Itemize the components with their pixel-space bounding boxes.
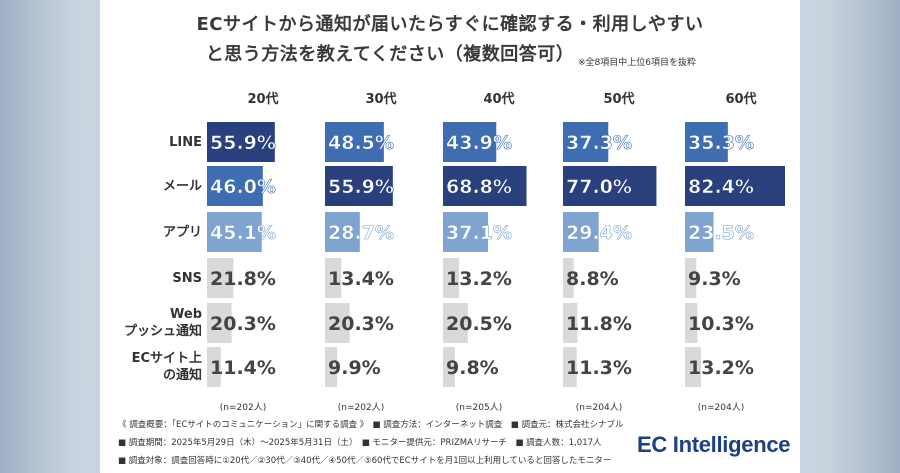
value-label: 11.3% (566, 357, 632, 379)
bar-chart: 55.9% 46.0% 45.1% 21.8% 20.3% 11.4% 48.5% 55.9%… (207, 122, 785, 387)
bar (563, 258, 574, 298)
category-label-line: Web (170, 307, 202, 322)
value-label: 9.3% (688, 268, 741, 290)
bar (207, 303, 232, 343)
category-label-1: LINE (102, 134, 202, 151)
value-label: 82.4% (688, 176, 754, 198)
sample-size-label: (n=202人) (219, 403, 267, 413)
sample-size-label: (n=204人) (697, 403, 745, 413)
chart-title-line1: ECサイトから通知が届いたらすぐに確認する・利用しやすい (196, 14, 704, 35)
chart-note: ※全8項目中上位6項目を抜粋 (578, 58, 696, 68)
value-label: 48.5% (328, 132, 394, 154)
value-label: 37.1% (446, 222, 512, 244)
value-label: 20.3% (328, 313, 394, 335)
panel-label-4: 50代 (603, 92, 635, 107)
value-label: 45.1% (210, 222, 276, 244)
value-label: 9.9% (328, 357, 381, 379)
value-label: 13.2% (446, 268, 512, 290)
value-label: 20.3% (210, 313, 276, 335)
value-label: 28.7% (328, 222, 394, 244)
category-label-line: ECサイト上 (131, 351, 202, 366)
bar (685, 303, 698, 343)
bar (563, 347, 577, 387)
chart-title-line2: と思う方法を教えてください（複数回答可） (205, 44, 575, 65)
value-label: 46.0% (210, 176, 276, 198)
bar (563, 122, 609, 162)
sample-size-label: (n=202人) (337, 403, 385, 413)
value-label: 37.3% (566, 132, 632, 154)
value-label: 23.5% (688, 222, 754, 244)
footer-line3: ■ 調査対象：調査回答時に①20代／②30代／③40代／④50代／⑤60代でEC… (118, 456, 612, 466)
bar (207, 258, 234, 298)
sample-size-label: (n=204人) (575, 403, 623, 413)
bar (207, 122, 275, 162)
bar (685, 212, 714, 252)
value-label: 13.4% (328, 268, 394, 290)
category-label-6: ECサイト上の通知 (102, 350, 202, 384)
value-label: 10.3% (688, 313, 754, 335)
panel-label-1: 20代 (247, 92, 279, 107)
bar (443, 212, 489, 252)
category-label-line: LINE (169, 134, 202, 150)
value-label: 11.4% (210, 357, 276, 379)
category-label-line: アプリ (162, 224, 202, 240)
value-label: 35.3% (688, 132, 754, 154)
chart-card: ECサイトから通知が届いたらすぐに確認する・利用しやすい と思う方法を教えてくだ… (100, 0, 800, 473)
value-label: 9.8% (446, 357, 499, 379)
category-label-2: メール (102, 178, 202, 195)
category-label-line: SNS (172, 270, 202, 286)
value-label: 13.2% (688, 357, 754, 379)
value-label: 77.0% (566, 176, 632, 198)
bar (325, 303, 350, 343)
panel-label-3: 40代 (483, 92, 515, 107)
bar (563, 303, 578, 343)
bar (685, 122, 728, 162)
bar (443, 166, 527, 206)
category-label-line: プッシュ通知 (123, 324, 202, 339)
bar (207, 347, 221, 387)
value-label: 20.5% (446, 313, 512, 335)
bar (325, 212, 360, 252)
bar (443, 303, 468, 343)
value-label: 55.9% (328, 176, 394, 198)
bar (443, 258, 460, 298)
footer-line2: ■ 調査期間：2025年5月29日（木）〜2025年5月31日（土） ■ モニタ… (118, 438, 602, 448)
value-label: 68.8% (446, 176, 512, 198)
bar (325, 258, 342, 298)
category-label-line: メール (162, 178, 202, 194)
value-label: 8.8% (566, 268, 619, 290)
value-label: 29.4% (566, 222, 632, 244)
bar (685, 166, 785, 206)
brand-logo: EC Intelligence (637, 432, 791, 457)
bar (207, 166, 263, 206)
bar (325, 122, 384, 162)
bar (563, 166, 657, 206)
value-label: 11.8% (566, 313, 632, 335)
footer-line1: 《 調査概要：「ECサイトのコミュニケーション」に関する調査 》 ■ 調査方法：… (118, 420, 624, 430)
category-label-3: アプリ (102, 224, 202, 241)
panel-label-5: 60代 (725, 92, 757, 107)
category-label-4: SNS (102, 270, 202, 287)
bar (207, 212, 262, 252)
value-label: 43.9% (446, 132, 512, 154)
value-label: 55.9% (210, 132, 276, 154)
bar (563, 212, 599, 252)
bar (443, 122, 497, 162)
bar (685, 347, 702, 387)
category-label-5: Web プッシュ通知 (102, 306, 202, 340)
category-label-line: の通知 (162, 368, 202, 383)
bar (443, 347, 455, 387)
panel-label-2: 30代 (365, 92, 397, 107)
bar (325, 347, 338, 387)
bar (685, 258, 697, 298)
value-label: 21.8% (210, 268, 276, 290)
bar (325, 166, 393, 206)
sample-size-label: (n=205人) (455, 403, 503, 413)
